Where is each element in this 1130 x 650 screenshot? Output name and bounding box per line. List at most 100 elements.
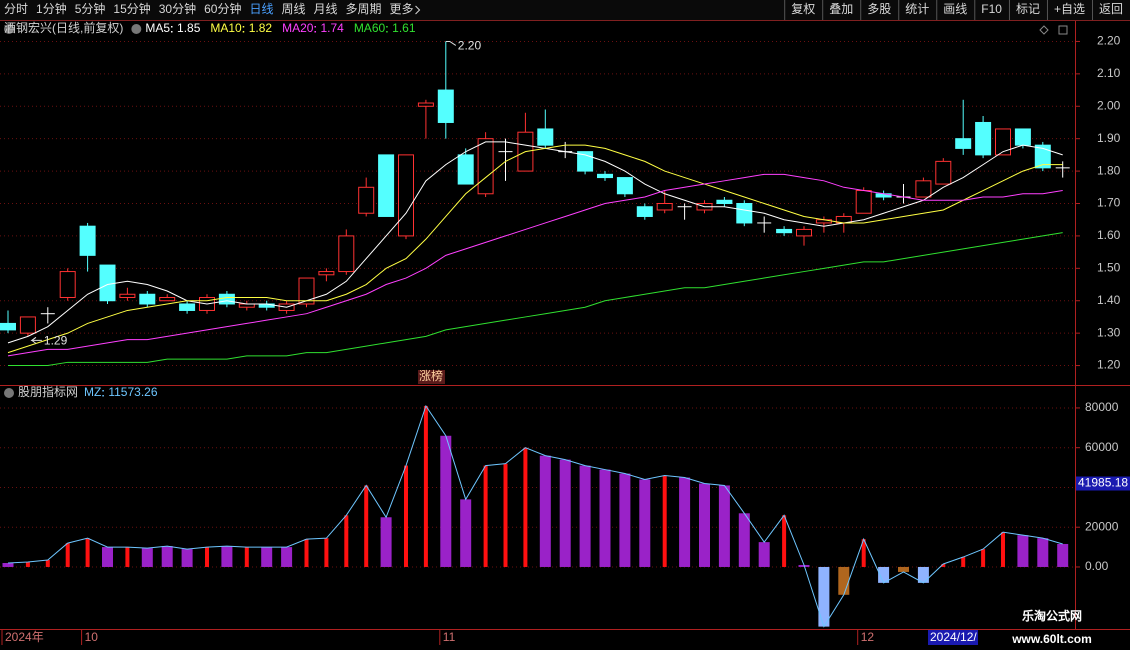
annotation-arrowhead [31,336,37,344]
bar [380,517,392,567]
toolbar-tab[interactable]: 30分钟 [159,1,196,16]
candle-body [796,228,812,237]
candle-body [179,303,196,311]
candle-body [59,271,76,298]
annotation-label: 2.20 [458,39,482,53]
y-tick-label: 1.80 [1097,163,1121,177]
bar [25,562,30,567]
candle-body [1034,144,1051,169]
legend-value: 1.61 [392,21,416,35]
square-icon[interactable] [1058,25,1068,35]
bar [65,543,70,567]
collapse-icon[interactable] [4,24,14,34]
candle-body [79,225,96,256]
indicator-title: 股朋指标网 [18,384,78,399]
y-tick-label: 60000 [1085,440,1119,454]
diamond-icon[interactable] [1039,25,1049,35]
colon [102,395,104,397]
candle-body [338,235,355,273]
bar [758,542,770,567]
colon [386,31,388,33]
toolbar-tab[interactable]: 多周期 [346,2,382,16]
candle-body [358,186,375,214]
watermark-url: www.60lt.com [1011,632,1092,646]
candle-body [159,296,176,302]
toolbar-tab[interactable]: 周线 [281,2,305,16]
candle-body [597,173,613,179]
bar [599,469,611,567]
toolbar-tab[interactable]: 月线 [314,2,338,16]
toolbar-button[interactable]: 复权 [791,2,815,16]
bar [898,566,909,572]
chevron [415,5,421,15]
bar [205,547,209,567]
colon [386,26,388,28]
annotation-label: 1.29 [44,334,68,348]
toolbar-tab[interactable]: 日线 [249,2,273,16]
y-tick-label: 1.40 [1097,293,1121,307]
ma-line [7,144,1063,354]
bar [161,546,173,567]
toolbar-button[interactable]: +自选 [1054,2,1085,16]
bar [304,539,309,567]
bar [579,465,591,567]
toolbar-button[interactable]: 多股 [867,2,891,16]
toolbar-button[interactable]: 画线 [943,2,967,16]
candle-body [1014,128,1031,146]
colon [102,390,104,392]
bar [738,513,750,567]
bar [45,560,50,567]
y-tick-label: 2.20 [1097,34,1121,48]
tag-label: 涨榜 [419,368,443,383]
candle-body [995,128,1011,156]
candle-body [616,177,633,195]
bar [619,473,631,567]
toolbar-button[interactable]: F10 [981,2,1002,16]
candle-body [935,160,952,185]
colon [314,26,316,28]
toolbar-tab[interactable]: 60分钟 [204,1,241,16]
candle-body [855,190,872,214]
toolbar-tab[interactable]: 1分钟 [36,1,67,16]
y-tick-label: 1.20 [1097,358,1121,372]
bar [917,566,929,583]
toolbar-button[interactable]: 标记 [1016,2,1040,16]
bar [102,547,113,567]
legend-value: 1.82 [249,21,273,35]
toolbar-button[interactable]: 叠加 [829,2,853,16]
x-tick-label: 10 [85,630,99,644]
candle-body [139,293,156,305]
bar [981,549,986,567]
bar [344,515,349,567]
bar [782,515,787,567]
candle-body [776,228,793,234]
x-tick-label: 11 [443,630,456,644]
bar [404,465,408,567]
ma-line [8,232,1063,367]
bar [961,557,966,567]
legend-name: MA10 [210,21,242,35]
toolbar-tab[interactable]: 更多 [390,2,414,16]
legend-value: 1.74 [320,21,344,35]
y-tick-label: 1.50 [1097,260,1121,274]
indicator-value: 11573.26 [108,385,157,399]
toolbar-tab[interactable]: 15分钟 [113,1,150,16]
toolbar-tab[interactable]: 5分钟 [75,1,106,16]
collapse-icon[interactable] [4,388,14,398]
toolbar-button[interactable]: 统计 [905,2,929,16]
colon [242,26,245,28]
candle-body [0,322,16,331]
toolbar-tab[interactable]: 分时 [4,2,28,16]
settings-icon[interactable] [131,24,142,34]
legend-value: 1.85 [177,21,201,35]
bar [85,538,90,567]
candle-body [417,102,434,107]
bar [181,549,193,567]
y-tick-label: 80000 [1085,400,1119,414]
bar [662,475,667,567]
bar [523,447,528,567]
bar [878,566,890,583]
y-tick-label: 0.00 [1085,559,1109,573]
toolbar-button[interactable]: 返回 [1099,2,1123,16]
